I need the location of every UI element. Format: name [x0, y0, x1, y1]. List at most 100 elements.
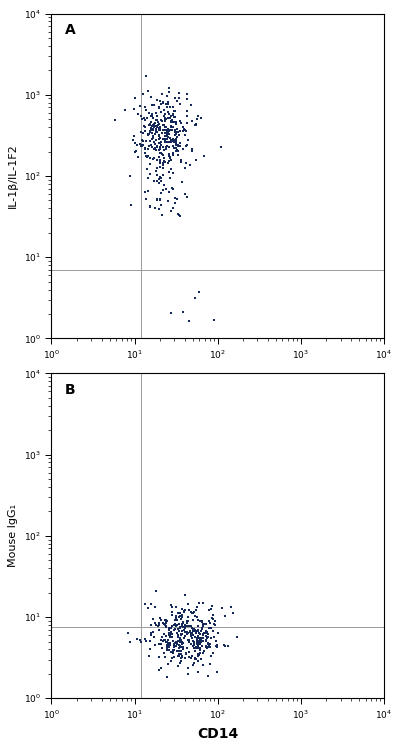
Point [139, 139, 145, 151]
Point [166, 155, 172, 167]
Point [167, 172, 173, 184]
Point [162, 619, 168, 631]
Point [167, 639, 173, 651]
Point [150, 133, 156, 145]
Point [200, 629, 206, 641]
Point [162, 614, 168, 626]
Point [174, 627, 180, 639]
Point [175, 140, 182, 152]
Point [150, 118, 156, 130]
Point [162, 127, 168, 139]
Point [203, 625, 209, 637]
Point [146, 635, 153, 647]
Point [190, 659, 196, 671]
Point [143, 70, 149, 82]
Point [163, 143, 169, 155]
Point [160, 157, 166, 169]
Point [190, 625, 197, 637]
Point [162, 619, 169, 631]
Point [175, 607, 182, 619]
Point [175, 207, 181, 219]
Point [213, 634, 219, 646]
Point [172, 637, 179, 649]
Point [174, 619, 180, 631]
Point [154, 175, 160, 187]
Point [173, 133, 179, 145]
Point [164, 130, 170, 142]
Point [186, 646, 192, 658]
Point [211, 631, 217, 643]
Point [140, 127, 146, 139]
Point [152, 142, 158, 154]
Point [153, 127, 160, 139]
Point [199, 622, 205, 634]
Point [175, 631, 181, 643]
Point [164, 640, 170, 652]
Point [178, 613, 184, 625]
Point [153, 114, 160, 126]
Point [163, 136, 170, 148]
Point [174, 645, 180, 657]
Point [168, 116, 174, 128]
Point [229, 607, 236, 619]
Point [154, 121, 160, 133]
Point [200, 632, 207, 644]
Point [191, 652, 198, 664]
Point [179, 620, 185, 632]
Point [173, 115, 179, 127]
Point [195, 655, 202, 667]
Point [192, 154, 199, 166]
Point [209, 600, 216, 612]
Point [176, 641, 182, 653]
Point [174, 131, 180, 143]
Point [152, 143, 158, 155]
Point [188, 630, 194, 642]
Point [184, 139, 190, 151]
Point [154, 126, 160, 138]
Point [158, 172, 164, 184]
Point [166, 136, 172, 148]
Point [181, 624, 188, 636]
Point [177, 636, 183, 648]
Point [192, 641, 199, 653]
Point [172, 640, 179, 652]
Point [184, 628, 190, 640]
Point [154, 194, 160, 206]
Point [195, 625, 201, 637]
Point [221, 639, 227, 651]
Point [189, 622, 196, 634]
Point [172, 91, 178, 103]
Point [192, 625, 198, 637]
Point [164, 124, 171, 136]
Point [164, 106, 171, 118]
Point [175, 623, 181, 635]
Point [158, 114, 164, 126]
Point [170, 201, 176, 213]
Point [173, 136, 179, 148]
Point [200, 634, 207, 646]
Point [162, 141, 169, 153]
Point [190, 624, 196, 636]
Point [122, 104, 128, 116]
Point [170, 644, 176, 656]
Point [182, 157, 189, 169]
Point [173, 637, 179, 649]
Point [192, 631, 198, 643]
Point [170, 639, 177, 651]
Point [182, 140, 189, 152]
Point [166, 142, 172, 154]
Point [179, 603, 185, 615]
Point [188, 99, 194, 111]
Point [166, 151, 172, 163]
Point [194, 614, 201, 626]
Point [153, 107, 160, 119]
Point [199, 597, 206, 609]
Point [191, 642, 197, 654]
Point [147, 200, 154, 212]
Point [152, 120, 158, 132]
Point [192, 627, 199, 639]
Point [173, 145, 180, 157]
Point [192, 119, 199, 131]
Point [142, 598, 149, 610]
Point [166, 637, 173, 649]
